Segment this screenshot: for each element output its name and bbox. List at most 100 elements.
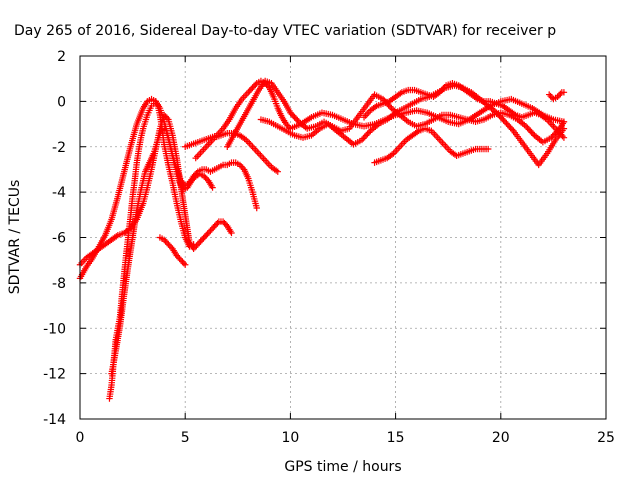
data-point [203, 232, 210, 239]
data-point [559, 132, 566, 140]
y-tick-label: -10 [43, 321, 66, 337]
data-point [236, 161, 244, 169]
y-axis-label: SDTVAR / TECUs [7, 180, 23, 295]
data-point [208, 225, 216, 233]
data-point [207, 227, 214, 234]
data-point [250, 83, 258, 90]
data-point [222, 221, 230, 228]
data-point [253, 204, 260, 212]
data-point [288, 111, 296, 118]
x-tick-label: 20 [492, 430, 510, 446]
data-point [294, 117, 301, 124]
y-tick-label: -12 [43, 367, 66, 383]
data-point [203, 176, 211, 183]
data-point [494, 111, 502, 118]
x-tick-label: 10 [281, 430, 299, 446]
data-point [239, 164, 246, 172]
data-point [214, 219, 221, 227]
x-tick-label: 25 [597, 430, 615, 446]
x-tick-label: 0 [76, 430, 85, 446]
data-point [560, 89, 568, 96]
data-point [361, 133, 368, 141]
data-point [554, 93, 561, 101]
data-point [362, 132, 370, 139]
data-point [496, 112, 503, 119]
data-point [247, 86, 255, 93]
data-point [245, 89, 252, 96]
data-point [163, 114, 171, 122]
series-s4 [108, 125, 216, 377]
data-point [545, 91, 553, 98]
series-s5 [156, 234, 189, 268]
data-point [201, 233, 209, 240]
y-tick-label: 2 [57, 49, 66, 65]
data-point [196, 239, 203, 246]
data-point [501, 118, 509, 125]
data-point [556, 129, 563, 137]
data-point [557, 90, 564, 98]
data-point [252, 81, 259, 88]
data-point [205, 229, 213, 236]
data-point [507, 124, 514, 132]
data-point [365, 129, 373, 136]
data-point [274, 168, 281, 175]
data-point [180, 260, 187, 267]
data-point [508, 126, 516, 133]
data-point [364, 130, 371, 138]
data-point [165, 241, 172, 248]
data-point [160, 236, 168, 243]
data-point [560, 134, 568, 141]
data-point [549, 132, 556, 140]
data-point [167, 244, 175, 251]
y-tick-label: -2 [52, 140, 66, 156]
data-point [484, 145, 492, 153]
data-point [221, 219, 228, 227]
data-point [198, 236, 206, 243]
data-point [173, 252, 180, 259]
data-point [497, 114, 504, 121]
x-tick-label: 15 [387, 430, 405, 446]
data-point [290, 112, 297, 119]
data-point [503, 120, 510, 127]
data-point [291, 114, 298, 121]
series-s11 [360, 80, 568, 141]
series-s3 [106, 98, 197, 402]
data-point [358, 136, 366, 144]
y-tick-label: -4 [52, 185, 66, 201]
x-axis-label: GPS time / hours [284, 459, 401, 475]
data-point [285, 123, 293, 131]
data-point [386, 103, 394, 110]
data-point [202, 174, 209, 181]
data-point [211, 222, 218, 230]
data-point [524, 124, 531, 132]
data-point [287, 109, 294, 116]
data-point [522, 123, 530, 130]
data-point [548, 134, 555, 141]
data-point [166, 242, 173, 250]
series-s12 [545, 89, 568, 103]
data-point [182, 261, 189, 268]
data-point [360, 135, 367, 142]
data-point [191, 244, 199, 251]
data-point [189, 176, 197, 183]
data-point [557, 131, 565, 138]
data-points [76, 77, 568, 402]
data-point [525, 126, 533, 133]
data-point [560, 125, 568, 132]
data-point [212, 221, 220, 228]
data-point [188, 177, 195, 184]
data-point [506, 123, 513, 130]
data-point [246, 87, 253, 94]
data-point [209, 184, 216, 191]
series-s10 [371, 125, 492, 166]
data-point [210, 224, 217, 231]
data-point [493, 109, 500, 116]
data-point [191, 174, 198, 181]
data-point [560, 118, 568, 125]
y-tick-label: -8 [52, 276, 66, 292]
data-point [238, 163, 245, 170]
data-point [284, 122, 291, 129]
data-point [179, 258, 186, 265]
data-point [200, 173, 208, 180]
